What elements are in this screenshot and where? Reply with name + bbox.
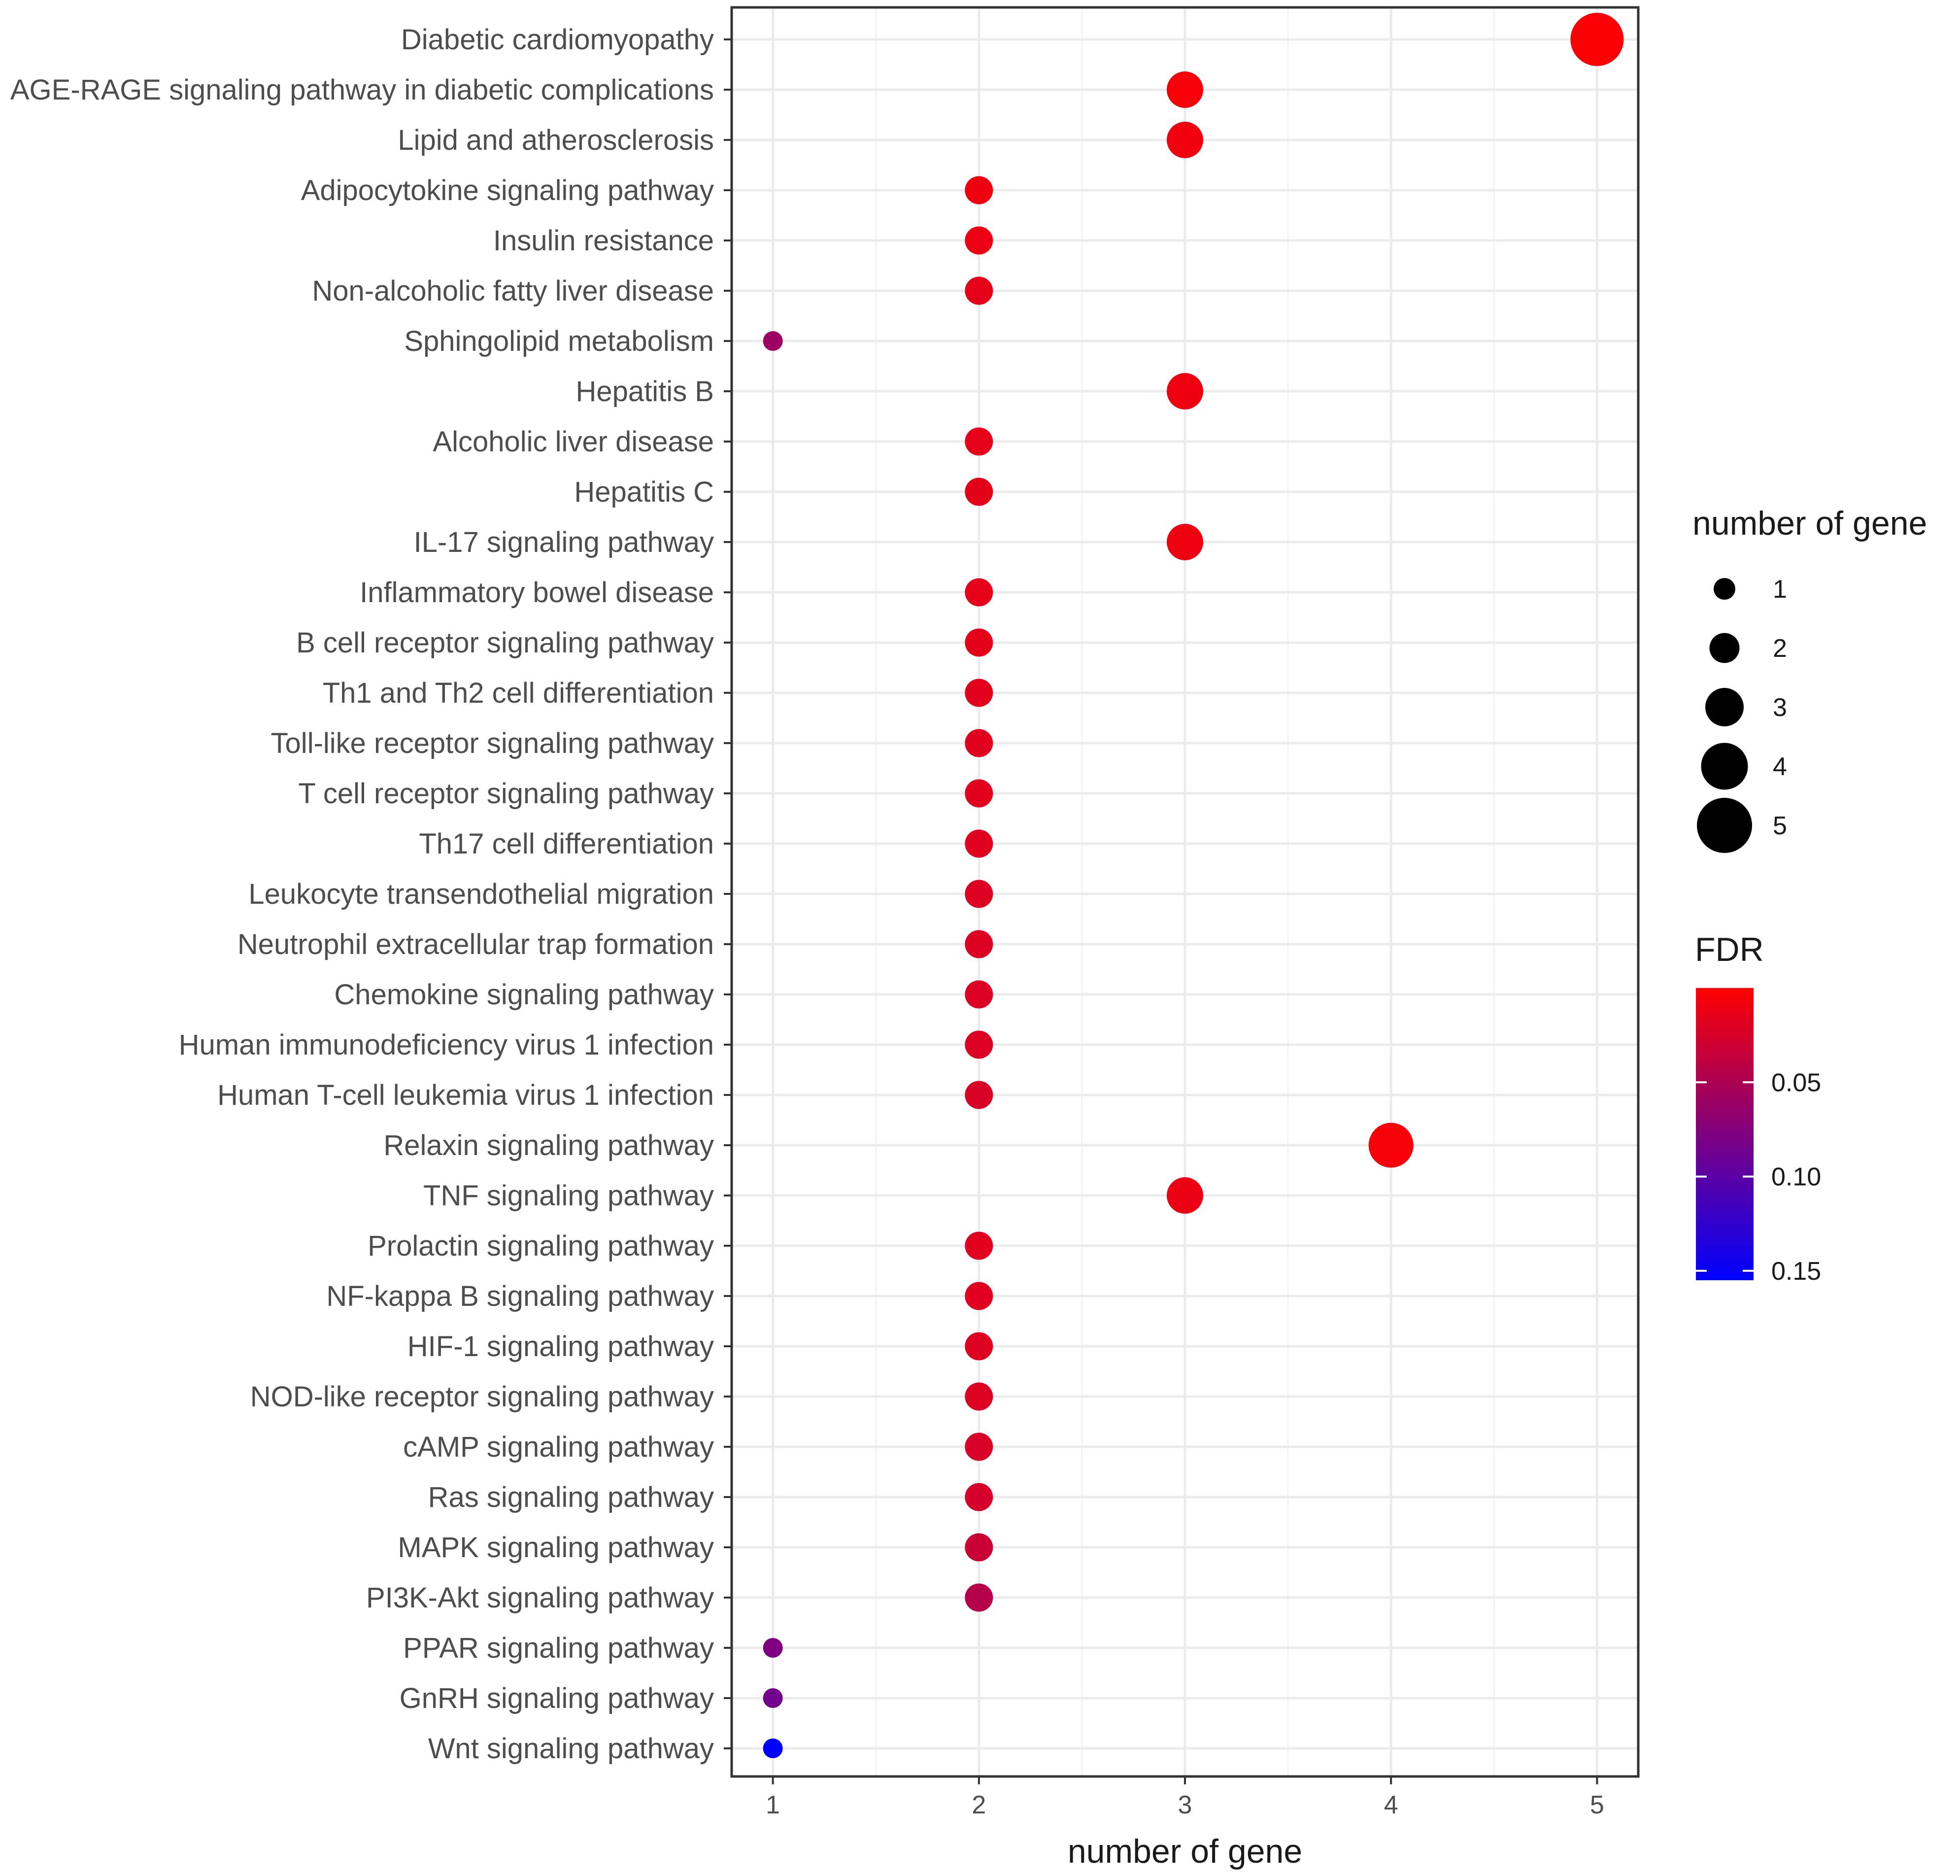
y-tick-label: TNF signaling pathway (423, 1180, 714, 1212)
data-point (1167, 71, 1203, 108)
size-legend-key (1705, 688, 1744, 726)
data-point (763, 331, 783, 351)
data-point (965, 1332, 993, 1361)
y-tick-label: NOD-like receptor signaling pathway (250, 1381, 714, 1413)
data-point (763, 1638, 783, 1658)
y-tick-label: Hepatitis B (576, 375, 714, 408)
color-legend-label: 0.15 (1771, 1257, 1821, 1286)
size-legend-key (1701, 743, 1748, 790)
x-tick-label: 3 (1178, 1791, 1192, 1819)
y-tick-label: Th1 and Th2 cell differentiation (323, 677, 714, 709)
data-point (965, 1030, 993, 1059)
size-legend-key (1714, 578, 1735, 600)
data-point (965, 176, 993, 205)
data-point (1570, 13, 1624, 66)
data-point (965, 930, 993, 958)
size-legend-key (1697, 798, 1752, 853)
data-point (965, 779, 993, 808)
y-tick-label: Insulin resistance (493, 225, 714, 257)
data-point (965, 1433, 993, 1461)
y-tick-label: PI3K-Akt signaling pathway (366, 1582, 714, 1614)
y-tick-label: Wnt signaling pathway (428, 1733, 714, 1765)
data-point (965, 1583, 993, 1612)
data-point (1167, 1177, 1203, 1214)
data-point (965, 1282, 993, 1310)
y-tick-label: GnRH signaling pathway (400, 1682, 714, 1714)
y-tick-label: Chemokine signaling pathway (334, 979, 714, 1011)
data-point (763, 1739, 783, 1758)
data-point (965, 829, 993, 858)
data-point (965, 1081, 993, 1109)
data-point (965, 276, 993, 305)
data-point (965, 1231, 993, 1260)
x-tick-label: 5 (1590, 1791, 1604, 1819)
data-point (965, 578, 993, 607)
y-tick-label: Leukocyte transendothelial migration (248, 878, 714, 910)
size-legend-title: number of gene (1692, 505, 1927, 542)
data-point (965, 478, 993, 506)
y-tick-label: PPAR signaling pathway (403, 1632, 714, 1664)
y-tick-label: Sphingolipid metabolism (404, 325, 714, 357)
y-tick-label: Neutrophil extracellular trap formation (237, 928, 714, 960)
y-tick-label: Th17 cell differentiation (419, 828, 714, 860)
data-point (965, 628, 993, 657)
data-point (965, 729, 993, 757)
data-point (763, 1688, 783, 1708)
data-point (965, 679, 993, 707)
y-tick-label: Inflammatory bowel disease (360, 577, 714, 609)
data-point (1368, 1123, 1414, 1168)
y-tick-label: Lipid and atherosclerosis (398, 124, 714, 156)
size-legend-key (1709, 633, 1740, 663)
y-tick-label: Human T-cell leukemia virus 1 infection (217, 1079, 714, 1111)
size-legend-label: 4 (1773, 752, 1787, 781)
y-tick-label: Toll-like receptor signaling pathway (271, 727, 714, 759)
color-legend-bar (1696, 988, 1754, 1280)
color-legend-title: FDR (1695, 931, 1764, 968)
y-tick-label: Ras signaling pathway (428, 1481, 714, 1513)
x-tick-label: 1 (766, 1791, 780, 1819)
y-tick-label: Non-alcoholic fatty liver disease (312, 275, 714, 307)
color-legend-label: 0.05 (1771, 1068, 1821, 1097)
x-axis-title: number of gene (1068, 1833, 1302, 1870)
data-point (965, 226, 993, 255)
y-tick-label: HIF-1 signaling pathway (407, 1330, 714, 1363)
y-tick-label: T cell receptor signaling pathway (298, 778, 714, 810)
y-tick-label: AGE-RAGE signaling pathway in diabetic c… (10, 74, 714, 106)
y-tick-label: Relaxin signaling pathway (383, 1129, 714, 1161)
y-tick-label: MAPK signaling pathway (398, 1532, 714, 1564)
data-point (1167, 524, 1203, 560)
x-tick-label: 4 (1384, 1791, 1398, 1819)
y-tick-label: cAMP signaling pathway (403, 1431, 714, 1463)
y-tick-label: Adipocytokine signaling pathway (301, 174, 714, 206)
size-legend-label: 5 (1773, 812, 1787, 840)
data-point (1167, 122, 1203, 158)
size-legend-label: 3 (1773, 693, 1787, 722)
color-legend-label: 0.10 (1771, 1163, 1821, 1192)
y-tick-label: Alcoholic liver disease (433, 426, 714, 458)
size-legend-label: 2 (1773, 634, 1787, 663)
y-tick-label: Prolactin signaling pathway (368, 1230, 714, 1262)
data-point (965, 1382, 993, 1411)
x-tick-label: 2 (972, 1791, 986, 1819)
data-point (965, 880, 993, 908)
data-point (965, 1533, 993, 1562)
data-point (965, 427, 993, 456)
data-point (965, 1483, 993, 1511)
y-tick-label: NF-kappa B signaling pathway (326, 1280, 714, 1312)
data-point (965, 980, 993, 1009)
y-tick-label: IL-17 signaling pathway (414, 526, 714, 558)
y-tick-label: B cell receptor signaling pathway (296, 627, 714, 659)
size-legend-label: 1 (1773, 575, 1787, 604)
y-tick-label: Human immunodeficiency virus 1 infection (179, 1029, 714, 1061)
y-tick-label: Diabetic cardiomyopathy (401, 24, 714, 56)
data-point (1167, 373, 1203, 409)
y-tick-label: Hepatitis C (574, 476, 714, 508)
